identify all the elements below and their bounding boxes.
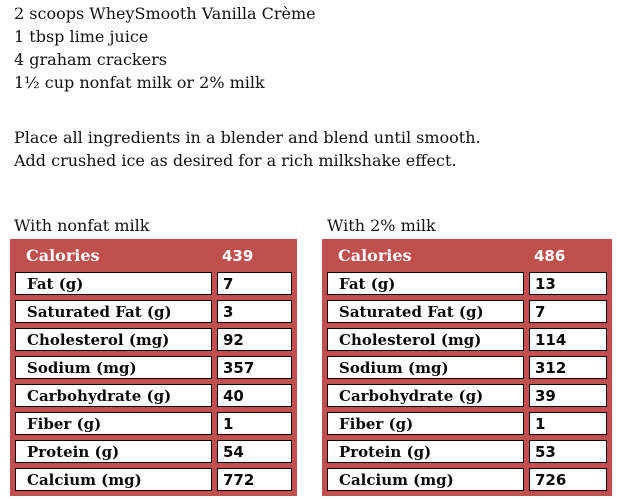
- nutrient-value: 772: [217, 468, 292, 491]
- header-value: 486: [534, 246, 566, 265]
- nutrient-value: 312: [529, 356, 607, 379]
- ingredient-line: 4 graham crackers: [14, 50, 167, 69]
- nutrient-row: Protein (g) 53: [327, 440, 607, 463]
- nutrient-row: Saturated Fat (g) 3: [15, 300, 292, 323]
- nutrient-label: Carbohydrate (g): [15, 384, 212, 407]
- nutrient-row: Sodium (mg) 357: [15, 356, 292, 379]
- nutrient-label: Calcium (mg): [327, 468, 524, 491]
- nutrient-row: Cholesterol (mg) 92: [15, 328, 292, 351]
- nutrient-row: Protein (g) 54: [15, 440, 292, 463]
- nutrient-row: Calcium (mg) 726: [327, 468, 607, 491]
- nutrient-label: Saturated Fat (g): [15, 300, 212, 323]
- nutrient-value: 54: [217, 440, 292, 463]
- nutrient-label: Sodium (mg): [15, 356, 212, 379]
- instruction-line: Add crushed ice as desired for a rich mi…: [14, 151, 457, 170]
- nutrient-label: Saturated Fat (g): [327, 300, 524, 323]
- ingredient-line: 1½ cup nonfat milk or 2% milk: [14, 73, 265, 92]
- nutrient-label: Calcium (mg): [15, 468, 212, 491]
- nutrient-row: Saturated Fat (g) 7: [327, 300, 607, 323]
- nutrient-value: 7: [529, 300, 607, 323]
- header-label: Calories: [338, 246, 412, 265]
- nutrient-value: 92: [217, 328, 292, 351]
- instructions-text: Place all ingredients in a blender and b…: [14, 126, 481, 172]
- instruction-line: Place all ingredients in a blender and b…: [14, 128, 481, 147]
- nutrient-value: 3: [217, 300, 292, 323]
- nutrient-value: 114: [529, 328, 607, 351]
- nutrient-label: Protein (g): [15, 440, 212, 463]
- nutrient-label: Sodium (mg): [327, 356, 524, 379]
- nutrient-label: Protein (g): [327, 440, 524, 463]
- nutrient-label: Cholesterol (mg): [15, 328, 212, 351]
- nutrient-value: 53: [529, 440, 607, 463]
- nutrition-table-nonfat-milk: Calories 439 Fat (g) 7 Saturated Fat (g) 3 Cho…: [10, 239, 297, 496]
- ingredient-line: 2 scoops WheySmooth Vanilla Crème: [14, 4, 316, 23]
- nutrient-label: Fat (g): [327, 272, 524, 295]
- nutrient-value: 7: [217, 272, 292, 295]
- nutrient-value: 357: [217, 356, 292, 379]
- nutrition-table-2-percent-milk: Calories 486 Fat (g) 13 Saturated Fat (g) 7 Ch…: [322, 239, 612, 496]
- nutrient-label: Fiber (g): [15, 412, 212, 435]
- nutrient-label: Carbohydrate (g): [327, 384, 524, 407]
- nutrient-label: Cholesterol (mg): [327, 328, 524, 351]
- nutrient-row: Carbohydrate (g) 39: [327, 384, 607, 407]
- nutrient-label: Fiber (g): [327, 412, 524, 435]
- ingredients-list: 2 scoops WheySmooth Vanilla Crème 1 tbsp …: [14, 2, 316, 94]
- table-header-row: Calories 439: [15, 244, 292, 267]
- table-title-2-percent-milk: With 2% milk: [327, 216, 436, 235]
- nutrient-row: Carbohydrate (g) 40: [15, 384, 292, 407]
- nutrient-label: Fat (g): [15, 272, 212, 295]
- table-header-row: Calories 486: [327, 244, 607, 267]
- nutrient-value: 39: [529, 384, 607, 407]
- nutrient-row: Cholesterol (mg) 114: [327, 328, 607, 351]
- nutrient-value: 1: [217, 412, 292, 435]
- nutrient-row: Sodium (mg) 312: [327, 356, 607, 379]
- nutrient-value: 1: [529, 412, 607, 435]
- nutrient-value: 40: [217, 384, 292, 407]
- nutrient-row: Fiber (g) 1: [15, 412, 292, 435]
- header-label: Calories: [26, 246, 100, 265]
- nutrient-row: Calcium (mg) 772: [15, 468, 292, 491]
- nutrient-row: Fiber (g) 1: [327, 412, 607, 435]
- nutrient-value: 13: [529, 272, 607, 295]
- ingredient-line: 1 tbsp lime juice: [14, 27, 149, 46]
- header-value: 439: [222, 246, 254, 265]
- table-title-nonfat-milk: With nonfat milk: [14, 216, 150, 235]
- nutrient-row: Fat (g) 7: [15, 272, 292, 295]
- nutrient-value: 726: [529, 468, 607, 491]
- nutrient-row: Fat (g) 13: [327, 272, 607, 295]
